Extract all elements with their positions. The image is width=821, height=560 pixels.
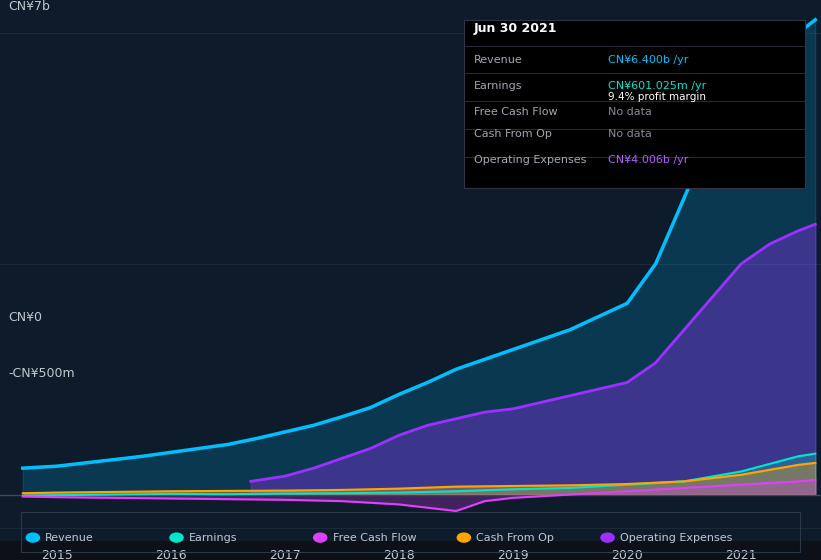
Text: 9.4% profit margin: 9.4% profit margin — [608, 92, 705, 102]
Text: Operating Expenses: Operating Expenses — [474, 155, 586, 165]
Text: No data: No data — [608, 129, 651, 139]
Text: 2016: 2016 — [155, 549, 187, 560]
Text: 2021: 2021 — [726, 549, 757, 560]
Text: CN¥7b: CN¥7b — [8, 0, 50, 13]
Text: -CN¥500m: -CN¥500m — [8, 367, 75, 380]
Text: 2018: 2018 — [383, 549, 415, 560]
Text: 2015: 2015 — [41, 549, 73, 560]
Text: Revenue: Revenue — [45, 533, 94, 543]
Text: CN¥0: CN¥0 — [8, 311, 42, 324]
Text: Jun 30 2021: Jun 30 2021 — [474, 22, 557, 35]
Text: Free Cash Flow: Free Cash Flow — [333, 533, 416, 543]
Text: 2019: 2019 — [498, 549, 529, 560]
Text: Earnings: Earnings — [474, 81, 522, 91]
Text: Operating Expenses: Operating Expenses — [620, 533, 732, 543]
Text: Cash From Op: Cash From Op — [474, 129, 552, 139]
Text: CN¥601.025m /yr: CN¥601.025m /yr — [608, 81, 706, 91]
Text: 2020: 2020 — [612, 549, 643, 560]
Text: Free Cash Flow: Free Cash Flow — [474, 107, 557, 117]
Text: No data: No data — [608, 107, 651, 117]
Text: Cash From Op: Cash From Op — [476, 533, 554, 543]
Text: 2017: 2017 — [269, 549, 301, 560]
Text: CN¥6.400b /yr: CN¥6.400b /yr — [608, 55, 688, 65]
Text: Revenue: Revenue — [474, 55, 522, 65]
Text: Earnings: Earnings — [189, 533, 237, 543]
Text: CN¥4.006b /yr: CN¥4.006b /yr — [608, 155, 688, 165]
